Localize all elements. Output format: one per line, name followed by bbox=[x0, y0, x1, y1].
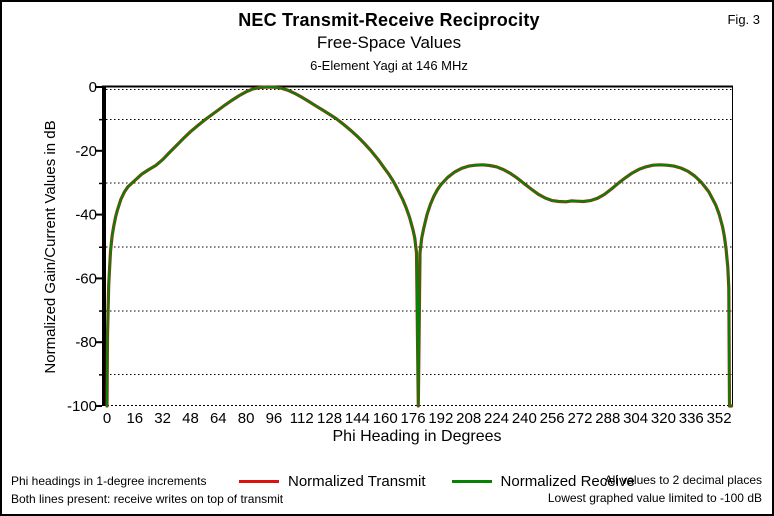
y-minor-tick bbox=[99, 246, 102, 248]
chart-subtitle: Free-Space Values bbox=[316, 33, 462, 52]
y-tick bbox=[96, 149, 102, 152]
y-minor-tick bbox=[99, 182, 102, 185]
y-minor-tick bbox=[99, 374, 102, 376]
x-tick-label: 224 bbox=[484, 410, 509, 427]
x-tick-label: 240 bbox=[512, 410, 537, 427]
y-axis-line bbox=[102, 86, 106, 406]
y-tick bbox=[96, 405, 102, 407]
y-minor-tick bbox=[99, 118, 102, 121]
x-tick-label: 32 bbox=[154, 410, 171, 427]
legend-label-receive: Normalized Receive bbox=[500, 472, 635, 490]
y-tick-label: -80 bbox=[75, 334, 97, 351]
x-tick-label: 208 bbox=[456, 410, 481, 427]
footnote-left-line2: Both lines present: receive writes on to… bbox=[11, 492, 284, 506]
x-tick-label: 48 bbox=[182, 410, 199, 427]
footnote-left: Phi headings in 1-degree increments Both… bbox=[11, 472, 283, 508]
x-tick-label: 288 bbox=[595, 410, 620, 427]
footnote-left-line1: Phi headings in 1-degree increments bbox=[11, 474, 207, 488]
y-tick bbox=[96, 341, 102, 344]
x-tick-label: 320 bbox=[651, 410, 676, 427]
y-tick-label: 0 bbox=[89, 79, 97, 96]
x-tick-label: 112 bbox=[290, 410, 314, 427]
figure-number: Fig. 3 bbox=[727, 12, 760, 27]
chart-caption: 6-Element Yagi at 146 MHz bbox=[310, 58, 468, 73]
y-tick-label: -60 bbox=[75, 270, 97, 287]
chart-title: NEC Transmit-Receive Reciprocity bbox=[238, 10, 540, 30]
y-minor-tick bbox=[99, 310, 102, 312]
y-tick bbox=[96, 86, 102, 88]
x-tick-label: 80 bbox=[238, 410, 255, 427]
x-tick-label: 272 bbox=[567, 410, 592, 427]
y-tick-label: -100 bbox=[67, 398, 97, 415]
x-tick-label: 176 bbox=[401, 410, 426, 427]
footnote-right-line2: Lowest graphed value limited to -100 dB bbox=[547, 491, 762, 505]
y-tick bbox=[96, 213, 102, 216]
x-tick-label: 128 bbox=[317, 410, 342, 427]
x-tick-label: 144 bbox=[345, 410, 370, 427]
x-tick-label: 352 bbox=[707, 410, 732, 427]
legend-label-transmit: Normalized Transmit bbox=[288, 472, 426, 490]
x-tick-label: 160 bbox=[373, 410, 398, 427]
x-tick-label: 304 bbox=[623, 410, 648, 427]
footnote-right: All values to 2 decimal places Lowest gr… bbox=[548, 471, 762, 507]
y-tick-label: -40 bbox=[75, 207, 97, 224]
x-tick-label: 96 bbox=[266, 410, 283, 427]
receive-curve bbox=[105, 85, 733, 408]
footnote-right-line1: All values to 2 decimal places bbox=[604, 473, 762, 487]
y-tick-label: -20 bbox=[75, 143, 97, 160]
y-tick bbox=[96, 277, 102, 280]
x-tick-label: 16 bbox=[126, 410, 143, 427]
x-tick-label: 336 bbox=[679, 410, 704, 427]
x-tick-label: 64 bbox=[210, 410, 227, 427]
x-tick-label: 0 bbox=[103, 410, 111, 427]
transmit-line-swatch bbox=[239, 479, 279, 483]
receive-line-swatch bbox=[451, 479, 492, 483]
x-axis-title: Phi Heading in Degrees bbox=[332, 428, 502, 445]
x-tick-label: 192 bbox=[428, 410, 453, 427]
legend: Normalized Transmit Normalized Receive bbox=[239, 471, 661, 491]
x-tick-label: 256 bbox=[540, 410, 565, 427]
